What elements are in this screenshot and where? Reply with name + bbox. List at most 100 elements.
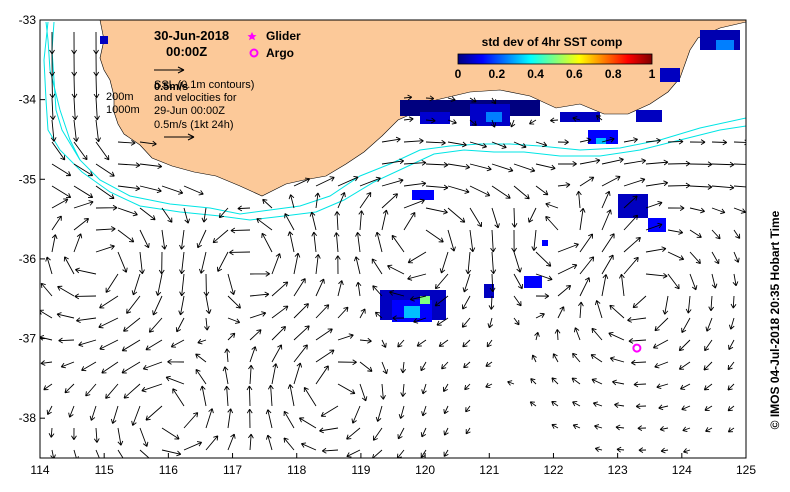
velocity-arrow [381, 209, 389, 231]
argo-float-marker [632, 343, 642, 353]
velocity-arrow [139, 427, 149, 447]
velocity-arrow [535, 141, 548, 148]
velocity-arrow [121, 361, 141, 374]
velocity-arrow [513, 273, 523, 290]
velocity-arrow [442, 383, 449, 393]
velocity-arrow [618, 273, 625, 297]
velocity-arrow [75, 267, 97, 275]
velocity-arrow [403, 180, 427, 187]
velocity-arrow [50, 119, 57, 142]
velocity-arrow [71, 427, 77, 441]
velocity-arrow [73, 449, 79, 458]
velocity-arrow [443, 405, 449, 415]
velocity-arrow [623, 177, 646, 187]
velocity-arrow [170, 339, 185, 348]
velocity-arrow [346, 427, 361, 440]
y-tick-label: -36 [19, 252, 37, 266]
velocity-arrow [425, 95, 435, 102]
y-axis: -33 -34 -35 -36 -37 -38 [19, 13, 45, 425]
velocity-arrow [375, 405, 383, 422]
velocity-arrow [645, 159, 669, 166]
velocity-arrow [205, 295, 212, 314]
velocity-arrow [262, 198, 273, 209]
velocity-arrow [623, 214, 639, 231]
argo-legend: Argo [249, 46, 294, 60]
velocity-arrow [591, 327, 603, 341]
velocity-arrow [359, 383, 368, 402]
velocity-arrow [145, 339, 163, 351]
velocity-arrow [601, 254, 614, 275]
velocity-arrow [265, 409, 273, 429]
colorbar-tick-label: 0.2 [488, 67, 505, 81]
velocity-arrow [704, 405, 713, 411]
velocity-arrow [315, 278, 325, 297]
velocity-arrow [205, 408, 214, 429]
velocity-arrow [227, 295, 241, 309]
velocity-arrow [575, 190, 582, 209]
velocity-arrow [557, 242, 579, 253]
velocity-arrow [287, 231, 295, 253]
velocity-arrow [161, 449, 182, 457]
velocity-arrow [531, 229, 538, 251]
depth-200-label: 200m [106, 91, 134, 103]
velocity-arrow [447, 207, 466, 223]
velocity-arrow [381, 158, 405, 165]
velocity-arrow [416, 339, 427, 347]
velocity-arrow [623, 195, 638, 209]
velocity-arrow [94, 97, 100, 121]
velocity-arrow [491, 97, 497, 105]
velocity-arrow [50, 449, 56, 458]
velocity-arrow [711, 207, 726, 215]
velocity-arrow [557, 284, 572, 297]
velocity-arrow [381, 361, 388, 375]
velocity-arrow [579, 137, 592, 144]
velocity-arrow [183, 412, 199, 429]
velocity-arrow [139, 140, 157, 147]
velocity-arrow [485, 361, 493, 367]
velocity-arrow [728, 339, 735, 350]
velocity-arrow [337, 383, 356, 395]
velocity-arrow [728, 317, 735, 330]
velocity-arrow [358, 210, 365, 231]
velocity-arrow [612, 379, 625, 386]
velocity-arrow [203, 273, 210, 297]
velocity-arrow [392, 315, 405, 321]
isobath-1000m [43, 21, 746, 221]
velocity-arrow [246, 408, 253, 429]
velocity-arrow [95, 163, 115, 177]
velocity-arrow [488, 295, 495, 310]
velocity-arrow [337, 175, 359, 187]
y-tick-label: -34 [19, 93, 37, 107]
x-tick-label: 118 [287, 463, 306, 477]
velocity-arrow [407, 251, 427, 264]
velocity-arrow [283, 437, 295, 451]
velocity-arrow [509, 119, 516, 128]
velocity-arrow [623, 256, 639, 275]
velocity-arrow [601, 209, 612, 231]
velocity-arrow [645, 222, 663, 231]
velocity-arrow [733, 139, 746, 146]
velocity-arrow [224, 385, 230, 407]
velocity-arrow [99, 295, 119, 309]
velocity-arrow [334, 211, 341, 231]
velocity-arrow [434, 273, 449, 290]
velocity-arrow [727, 427, 735, 433]
velocity-arrow [447, 141, 467, 148]
velocity-arrow [465, 427, 471, 435]
velocity-arrow [98, 317, 119, 329]
velocity-arrow [579, 233, 594, 253]
velocity-arrow [443, 449, 449, 457]
velocity-arrow [105, 273, 119, 293]
velocity-arrow [530, 378, 537, 385]
velocity-arrow [711, 273, 718, 289]
velocity-arrow [397, 427, 405, 440]
velocity-arrow [730, 295, 737, 309]
velocity-arrow [195, 368, 207, 385]
velocity-arrow [689, 229, 702, 238]
velocity-arrow [249, 291, 270, 298]
velocity-arrow [139, 185, 162, 194]
velocity-arrow [572, 352, 581, 363]
colorbar-tick-label: 0.8 [605, 67, 622, 81]
velocity-arrow [635, 403, 647, 410]
